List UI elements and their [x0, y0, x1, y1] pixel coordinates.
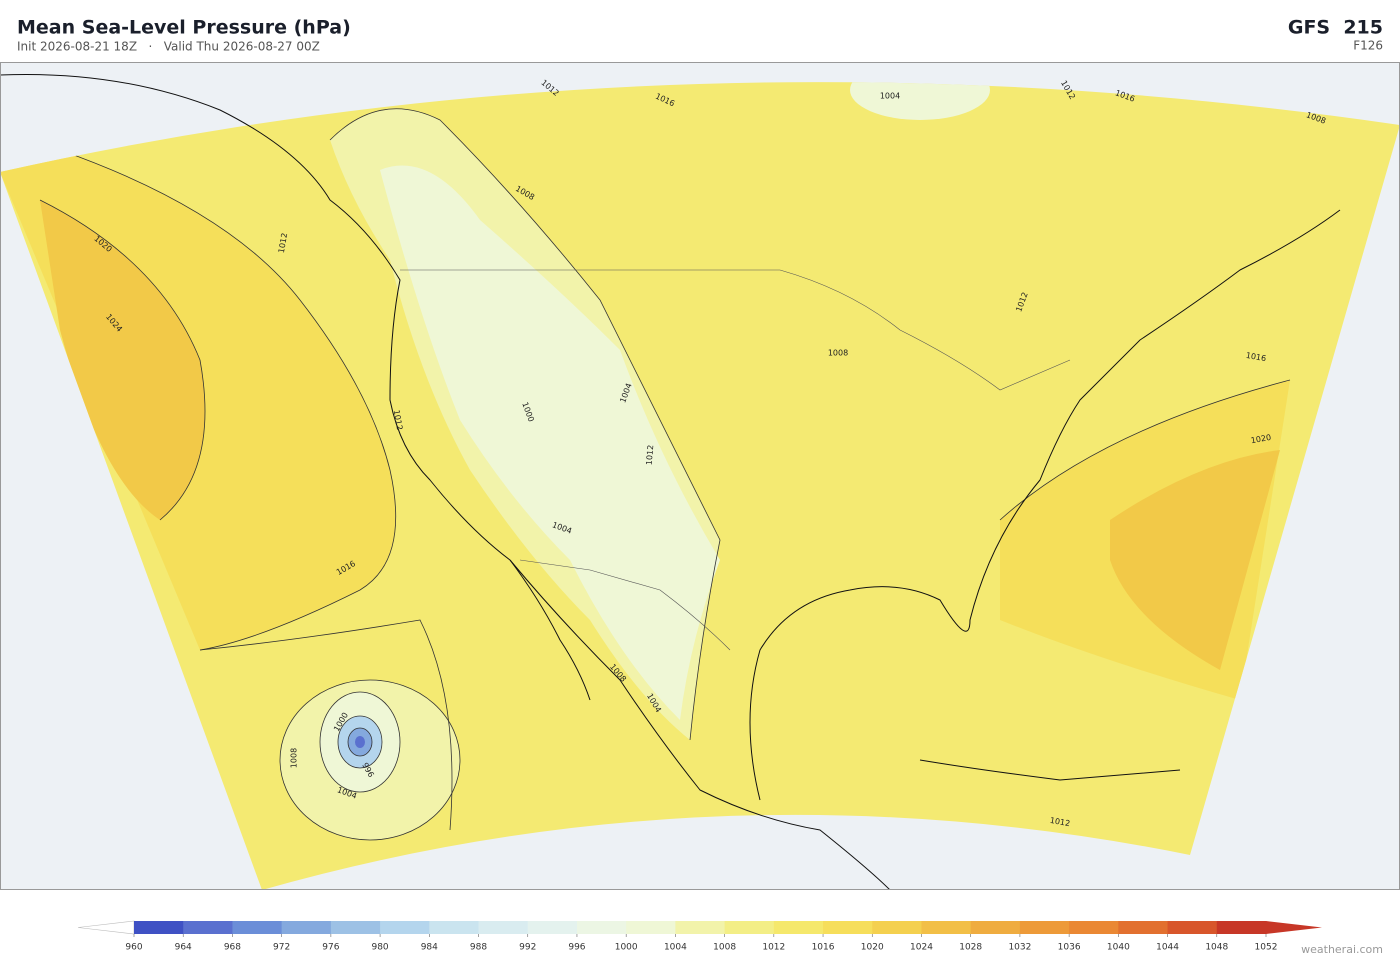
- colorbar: 960 964 968 972 976 980 984 988 992 996 1000 1004 10…: [77, 920, 1322, 953]
- colorbar-tick-label: 972: [273, 943, 290, 953]
- colorbar-tick-label: 960: [125, 943, 142, 953]
- high-pressure-core: [1110, 450, 1280, 670]
- coastlines: [0, 73, 1341, 890]
- colorbar-tick-label: 1048: [1205, 943, 1228, 953]
- colorbar-bin: [1216, 921, 1267, 934]
- colorbar-tick-label: 1040: [1107, 943, 1130, 953]
- colorbar-tick-label: 988: [470, 943, 487, 953]
- colorbar-bin: [724, 921, 775, 934]
- colorbar-tick-label: 1028: [959, 943, 982, 953]
- colorbar-tick-label: 1044: [1156, 943, 1179, 953]
- colorbar-tick-label: 1012: [762, 943, 785, 953]
- colorbar-tick-label: 992: [519, 943, 536, 953]
- colorbar-bin: [429, 921, 480, 934]
- contour-label: 1012: [645, 444, 656, 465]
- colorbar-bin: [527, 921, 578, 934]
- contour-label: 1008: [290, 748, 299, 768]
- colorbar-bin: [1069, 921, 1119, 934]
- thermal-low: [380, 165, 720, 721]
- colorbar-bin: [970, 921, 1021, 934]
- colorbar-tick-label: 1008: [713, 943, 736, 953]
- colorbar-bin: [921, 921, 972, 934]
- colorbar-bin: [330, 921, 381, 934]
- colorbar-tick-label: 1052: [1255, 943, 1278, 953]
- colorbar-tick-label: 1020: [861, 943, 884, 953]
- forecast-hour: F126: [1353, 39, 1383, 53]
- colorbar-tick-label: 1024: [910, 943, 933, 953]
- colorbar-bin: [478, 921, 529, 934]
- colorbar-tick-label: 996: [568, 943, 585, 953]
- colorbar-tick-label: 976: [322, 943, 339, 953]
- colorbar-over: [1266, 921, 1322, 934]
- colorbar-tick-label: 1016: [812, 943, 835, 953]
- isobars: [39, 108, 1291, 841]
- colorbar-tick-label: 968: [224, 943, 241, 953]
- high-pressure-core: [40, 200, 205, 520]
- contour-label: 1012: [277, 232, 289, 254]
- colorbar-bin: [1019, 921, 1070, 934]
- contour-label: 1012: [392, 409, 404, 431]
- colorbar-bin: [134, 921, 184, 934]
- colorbar-tick-label: 980: [371, 943, 388, 953]
- subtitle: Init 2026-08-21 18Z · Valid Thu 2026-08-…: [17, 40, 320, 54]
- contour-label: 1020: [1250, 433, 1272, 445]
- colorbar-bin: [232, 921, 283, 934]
- colorbar-tick-label: 1032: [1008, 943, 1031, 953]
- model-label: GFS 215: [1288, 17, 1383, 39]
- credit: weatherai.com: [1301, 943, 1383, 956]
- colorbar-tick-label: 984: [421, 943, 438, 953]
- contour-label: 1008: [828, 349, 848, 358]
- low-pressure-area: [850, 82, 990, 120]
- colorbar-bin: [872, 921, 922, 934]
- colorbar-bin: [281, 921, 332, 934]
- colorbar-tick-label: 1000: [615, 943, 638, 953]
- contour-label: 1012: [1049, 816, 1071, 828]
- colorbar-tick-label: 1004: [664, 943, 687, 953]
- contour-label: 1016: [1245, 351, 1267, 363]
- colorbar-bin: [675, 921, 726, 934]
- colorbar-bin: [576, 921, 627, 934]
- title: Mean Sea-Level Pressure (hPa): [17, 17, 351, 39]
- colorbar-bin: [823, 921, 873, 934]
- colorbar-tick-label: 1036: [1058, 943, 1081, 953]
- colorbar-bin: [183, 921, 233, 934]
- colorbar-bin: [1118, 921, 1169, 934]
- colorbar-bin: [380, 921, 430, 934]
- tropical-low-core: [355, 736, 365, 748]
- colorbar-bin: [626, 921, 676, 934]
- contour-label: 1004: [880, 92, 900, 101]
- colorbar-bin: [773, 921, 824, 934]
- colorbar-bin: [1167, 921, 1218, 934]
- borders: [400, 269, 1071, 651]
- colorbar-tick-label: 964: [175, 943, 192, 953]
